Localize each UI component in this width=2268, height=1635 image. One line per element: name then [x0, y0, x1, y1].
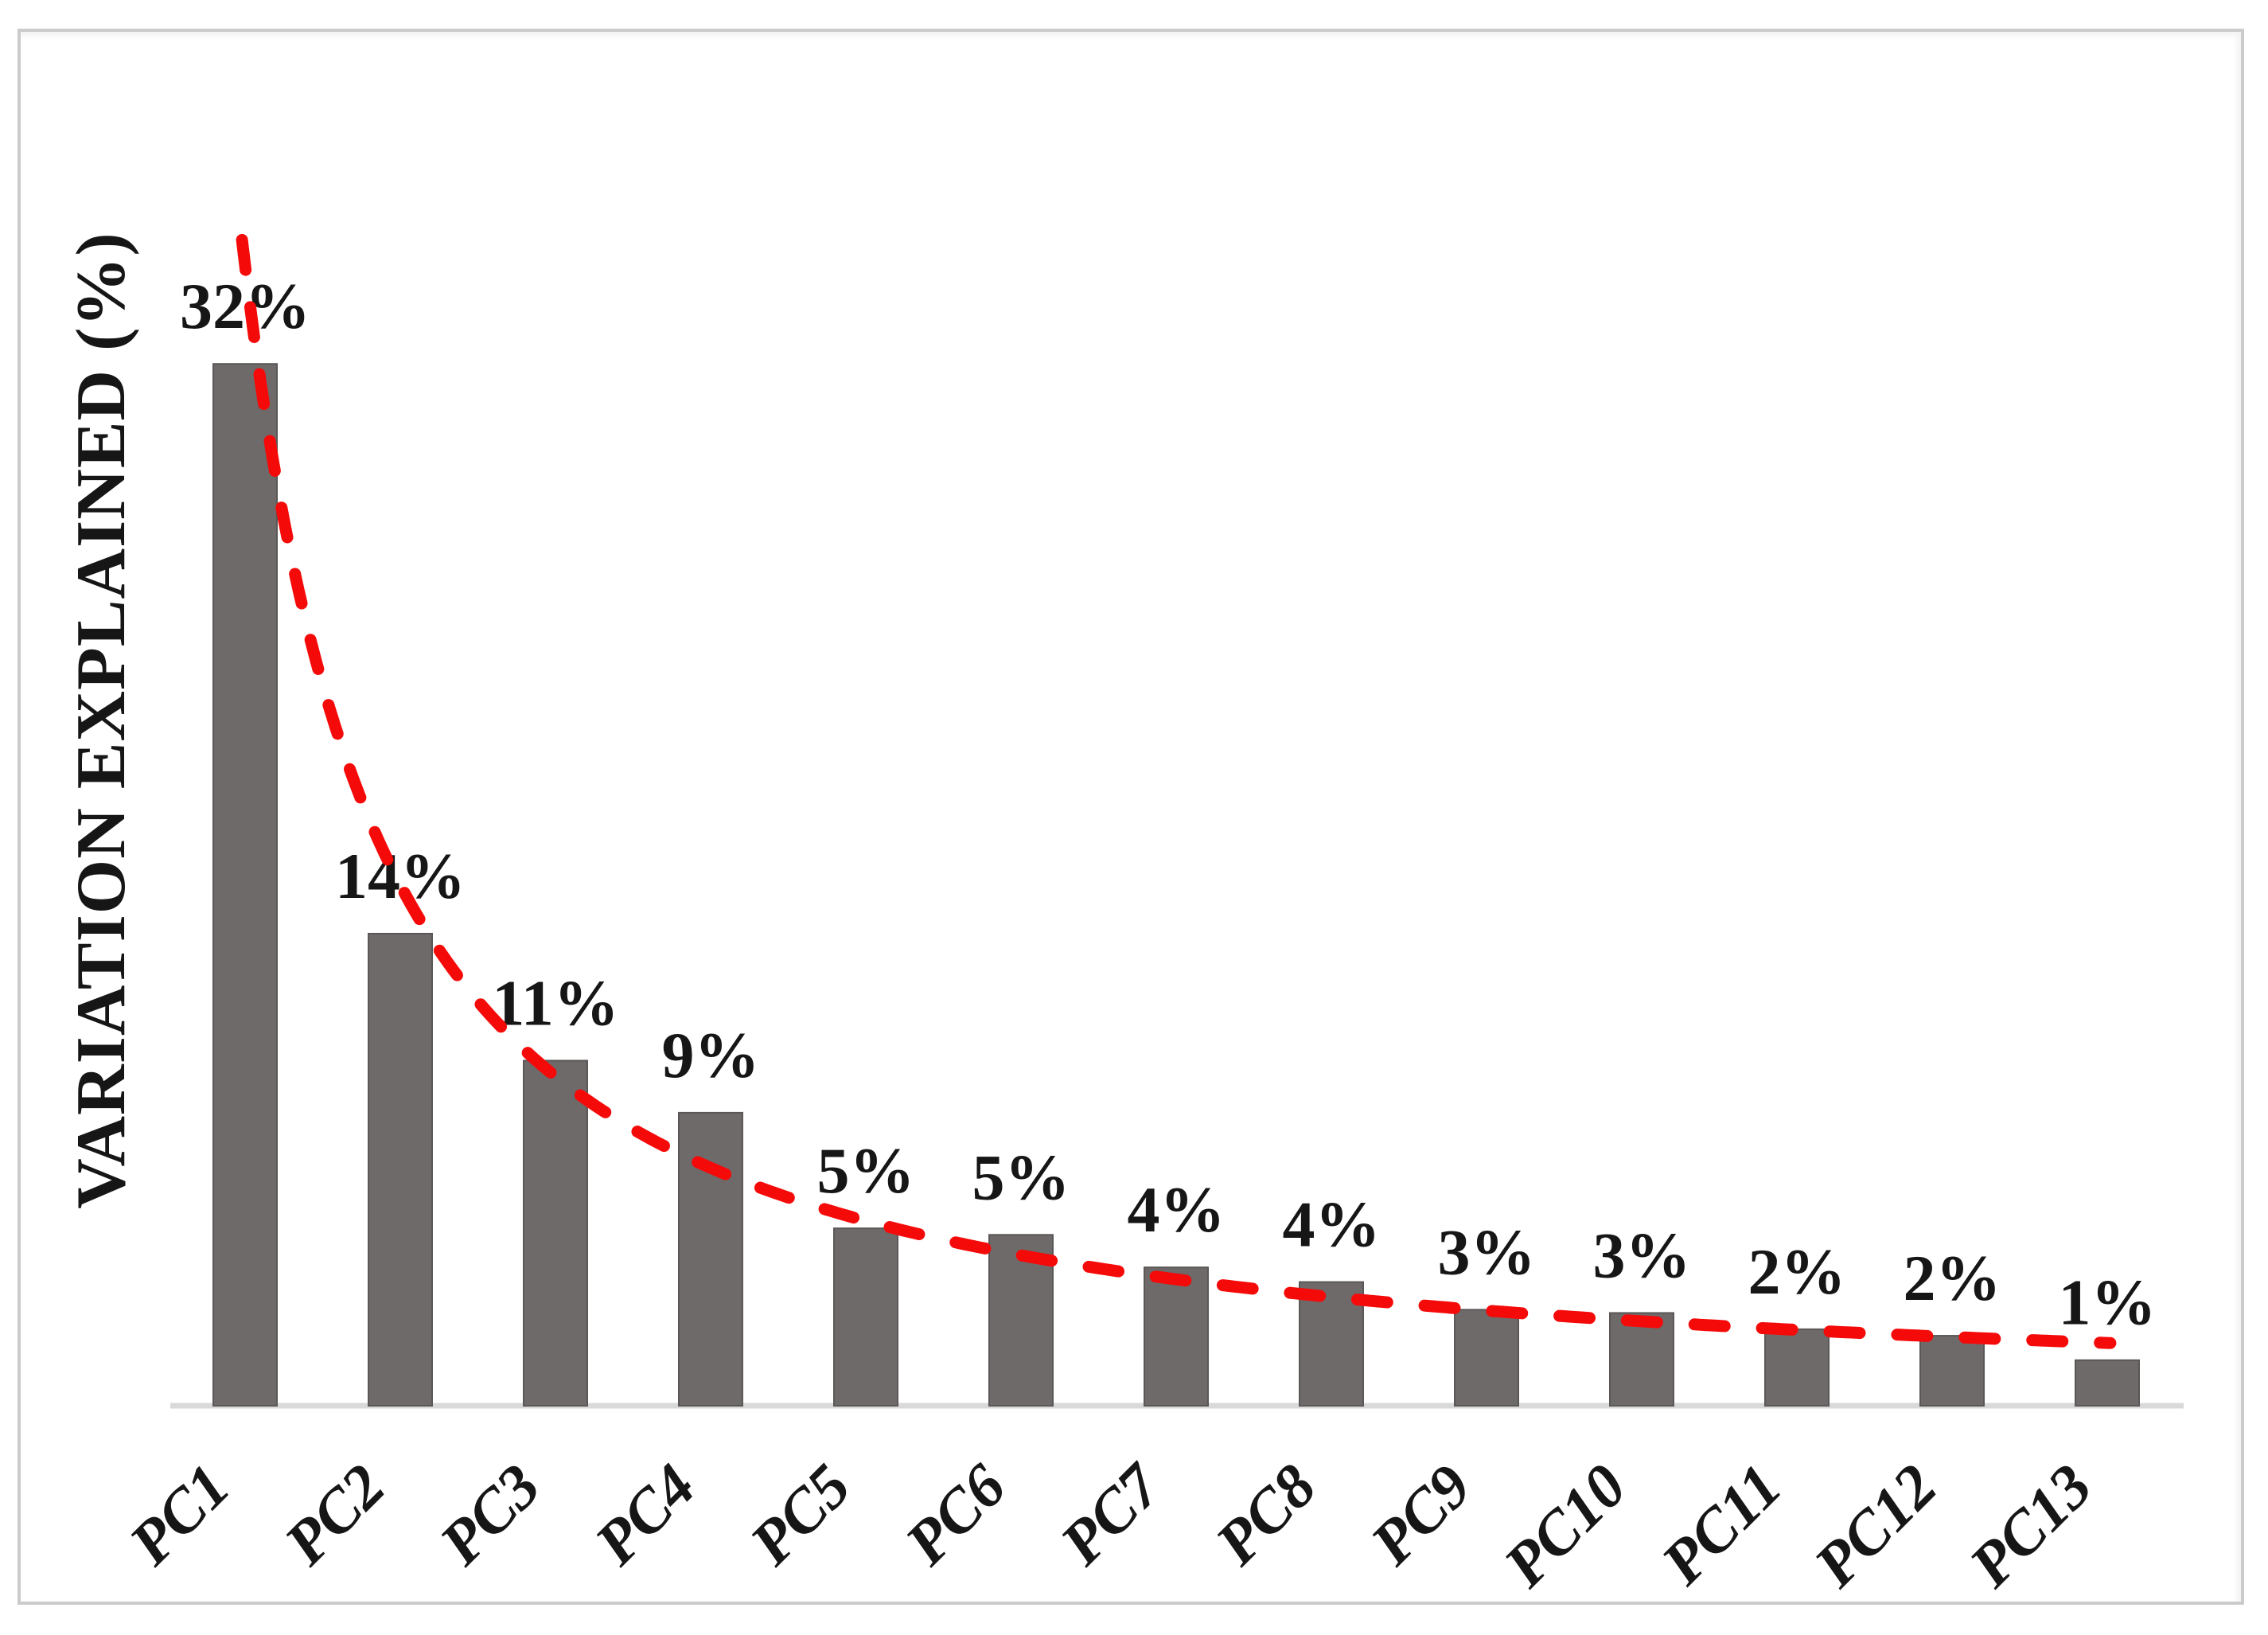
value-label-pc4: 9%	[662, 1019, 760, 1091]
value-labels-group: 32%14%11%9%5% 5% 4% 4% 3% 3% 2% 2% 1%	[180, 270, 2157, 1339]
x-tick-pc13: PC13	[1955, 1451, 2105, 1601]
y-axis-title: VARIATION EXPLAINED (%)	[63, 232, 140, 1208]
value-label-pc5: 5%	[817, 1134, 915, 1207]
value-label-pc6: 5%	[972, 1141, 1070, 1213]
value-label-pc2: 14%	[335, 840, 466, 912]
x-tick-pc8: PC8	[1202, 1451, 1329, 1578]
bar-pc5	[833, 1227, 898, 1407]
bar-pc9	[1454, 1309, 1519, 1407]
x-tick-pc10: PC10	[1490, 1451, 1639, 1601]
bar-pc11	[1764, 1328, 1830, 1407]
bar-pc7	[1144, 1266, 1209, 1407]
value-label-pc9: 3%	[1438, 1216, 1536, 1288]
bar-pc4	[678, 1111, 743, 1407]
value-label-pc12: 2%	[1904, 1242, 2001, 1314]
value-label-pc3: 11%	[492, 966, 618, 1039]
x-tick-pc9: PC9	[1357, 1451, 1484, 1578]
bar-pc2	[368, 932, 433, 1407]
bar-pc1	[212, 363, 278, 1407]
x-tick-pc11: PC11	[1647, 1451, 1795, 1598]
x-tick-pc3: PC3	[426, 1451, 553, 1578]
bars-group	[212, 363, 2140, 1407]
bar-pc12	[1919, 1335, 1985, 1407]
bar-pc10	[1609, 1312, 1674, 1407]
value-label-pc11: 2%	[1748, 1235, 1846, 1308]
trendline-group	[236, 233, 2117, 1349]
value-label-pc13: 1%	[2059, 1266, 2157, 1339]
value-label-pc8: 4%	[1283, 1188, 1381, 1261]
x-tick-pc7: PC7	[1046, 1449, 1175, 1578]
bar-pc3	[523, 1059, 588, 1407]
value-label-pc10: 3%	[1593, 1219, 1691, 1291]
trendline-path	[236, 233, 2117, 1349]
value-label-pc7: 4%	[1128, 1173, 1226, 1246]
x-tick-pc5: PC5	[736, 1451, 863, 1578]
x-tick-pc1: PC1	[115, 1451, 243, 1578]
bar-pc13	[2075, 1359, 2140, 1407]
x-tick-pc12: PC12	[1800, 1451, 1950, 1601]
x-tick-pc2: PC2	[271, 1451, 398, 1578]
x-tick-pc6: PC6	[891, 1451, 1019, 1578]
x-tick-pc4: PC4	[581, 1451, 708, 1578]
x-tick-labels-group: PC1 PC2 PC3 PC4 PC5 PC6 PC7 PC8 PC9 PC10 PC11 PC12 P…	[115, 1449, 2105, 1600]
